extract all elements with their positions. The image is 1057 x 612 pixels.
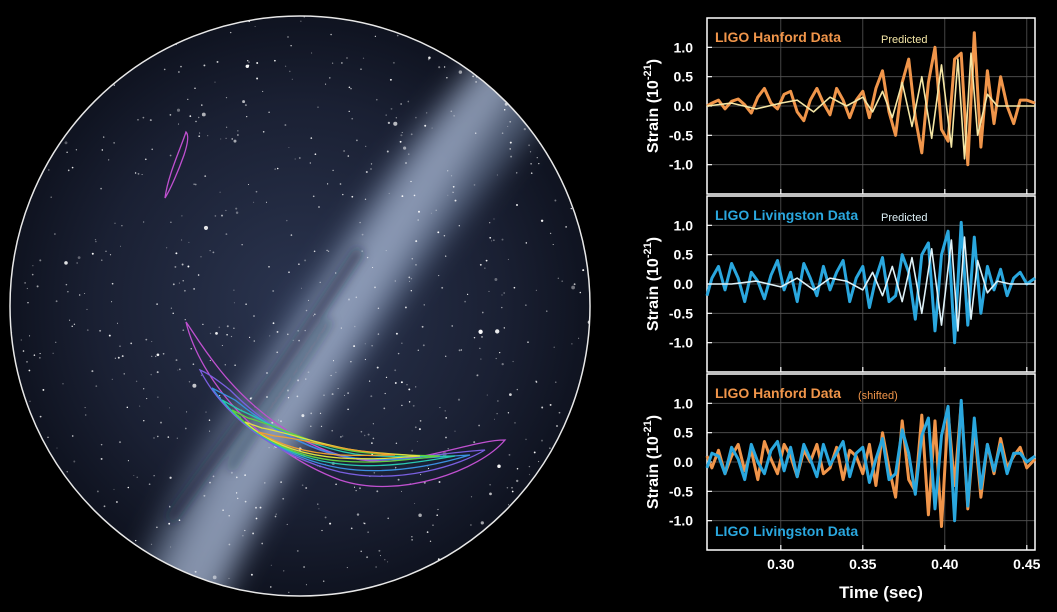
x-tick-label: 0.35 [849, 556, 876, 572]
sky-map [9, 15, 591, 597]
series-data [706, 31, 1036, 167]
y-tick-label: 0.5 [674, 425, 694, 441]
milky-way-dust [165, 247, 365, 523]
contour-80 [198, 368, 486, 477]
contour-10 [257, 431, 396, 457]
y-tick-label: -0.5 [669, 305, 693, 321]
y-tick-label: -0.5 [669, 483, 693, 499]
predicted-label: Predicted [881, 34, 927, 46]
y-tick-label: 1.0 [674, 395, 694, 411]
x-tick-label: 0.40 [931, 556, 958, 572]
y-tick-label: 0.0 [674, 454, 694, 470]
panel-label-bottom: LIGO Livingston Data [715, 523, 858, 539]
panel-label: LIGO Hanford Data [715, 29, 841, 45]
sky-border [9, 15, 591, 597]
y-tick-label: 0.5 [674, 247, 694, 263]
predicted-label: Predicted [881, 212, 927, 224]
livingston-panel: -1.0 -0.5 0.0 0.5 1.0 Strain (10-21) LIGO Livi… [642, 195, 1036, 373]
y-tick-label: -1.0 [669, 157, 693, 173]
contour-20 [244, 421, 421, 460]
milky-way [120, 20, 590, 596]
y-tick-label: 1.0 [674, 39, 694, 55]
panel-label: LIGO Hanford Data [715, 385, 841, 401]
x-axis-label: Time (sec) [839, 583, 923, 602]
y-tick-label: 0.0 [674, 98, 694, 114]
y-axis-label: Strain (10-21) [642, 415, 662, 509]
contour-north [164, 130, 189, 199]
contour-60 [211, 387, 471, 472]
contour-50 [221, 399, 456, 467]
x-tick-label: 0.30 [767, 556, 794, 572]
series-predicted [706, 52, 1035, 160]
y-axis-label: Strain (10-21) [642, 237, 662, 331]
series-data [705, 220, 1036, 345]
comparison-panel: -1.0 -0.5 0.0 0.5 1.0 Strain (10-21) LIGO Hanf… [642, 373, 1041, 602]
x-tick-label: 0.45 [1013, 556, 1040, 572]
y-tick-label: 0.0 [674, 276, 694, 292]
localization-contours [164, 130, 507, 488]
y-tick-label: -1.0 [669, 335, 693, 351]
shifted-label: (shifted) [858, 390, 898, 402]
series-data2 [705, 398, 1036, 523]
y-tick-label: 0.5 [674, 69, 694, 85]
y-tick-label: -0.5 [669, 127, 693, 143]
hanford-panel: -1.0 -0.5 0.0 0.5 1.0 Strain (10-21) LIGO Hanf… [642, 17, 1036, 195]
y-tick-label: -1.0 [669, 513, 693, 529]
panel-label: LIGO Livingston Data [715, 207, 858, 223]
y-axis-label: Strain (10-21) [642, 59, 662, 153]
series-predicted [707, 236, 1035, 332]
y-tick-label: 1.0 [674, 217, 694, 233]
